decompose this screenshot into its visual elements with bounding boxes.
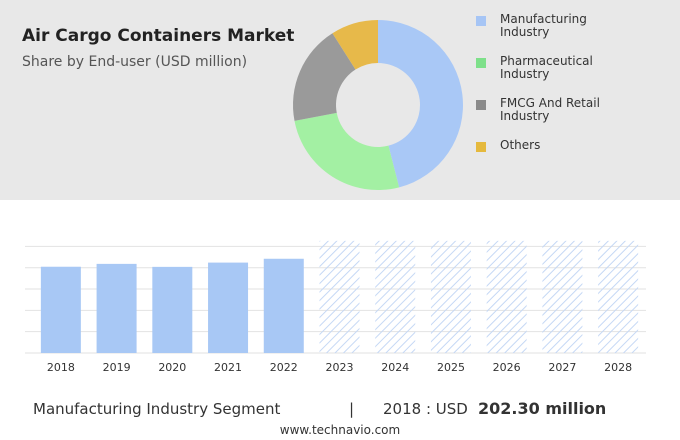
legend-swatch — [476, 58, 486, 68]
donut-segment — [378, 20, 463, 188]
x-tick-label: 2026 — [493, 361, 521, 374]
title: Air Cargo Containers Market — [22, 26, 294, 46]
bar — [430, 240, 471, 353]
year-label: 2018 : USD — [383, 400, 468, 418]
x-tick-label: 2025 — [437, 361, 465, 374]
x-tick-label: 2021 — [214, 361, 242, 374]
bar — [486, 240, 527, 353]
legend-item: Others — [476, 139, 676, 152]
bar — [375, 240, 416, 353]
legend-swatch — [476, 16, 486, 26]
separator: | — [349, 400, 355, 418]
legend-swatch — [476, 142, 486, 152]
x-tick-label: 2024 — [381, 361, 409, 374]
bar — [96, 263, 137, 353]
legend-label: Others — [500, 138, 541, 152]
legend-item: Pharmaceutical Industry — [476, 55, 676, 81]
legend-item: Manufacturing Industry — [476, 13, 676, 39]
legend-item: FMCG And Retail Industry — [476, 97, 676, 123]
legend-label: FMCG And Retail Industry — [500, 96, 600, 123]
x-tick-label: 2028 — [604, 361, 632, 374]
x-tick-label: 2018 — [47, 361, 75, 374]
bar — [598, 240, 639, 353]
x-tick-label: 2022 — [270, 361, 298, 374]
segment-value: 202.30 million — [478, 399, 607, 418]
legend-label: Manufacturing Industry — [500, 12, 587, 39]
bar — [542, 240, 583, 353]
segment-label: Manufacturing Industry Segment — [33, 400, 281, 418]
legend-label: Pharmaceutical Industry — [500, 54, 593, 81]
x-tick-label: 2027 — [548, 361, 576, 374]
legend-swatch — [476, 100, 486, 110]
subtitle: Share by End-user (USD million) — [22, 54, 247, 70]
bar — [319, 240, 360, 353]
x-tick-label: 2019 — [103, 361, 131, 374]
bar — [208, 262, 249, 353]
donut-segment — [293, 33, 356, 121]
x-tick-label: 2020 — [158, 361, 186, 374]
x-tick-label: 2023 — [326, 361, 354, 374]
bar — [152, 266, 193, 353]
bar — [263, 258, 304, 353]
donut-segment — [332, 20, 378, 70]
website: www.technavio.com — [279, 423, 401, 437]
donut-segment — [294, 112, 400, 190]
bar — [40, 266, 81, 353]
